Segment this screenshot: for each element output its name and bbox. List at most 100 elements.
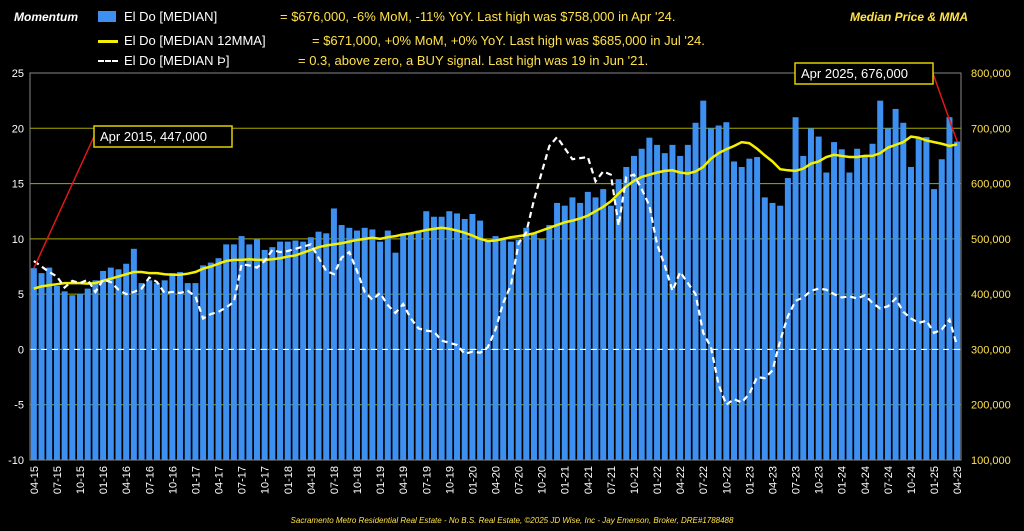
bar <box>684 144 691 460</box>
annotation-box <box>93 125 233 148</box>
bar <box>269 247 276 460</box>
x-tick-group: 07-17 <box>237 466 249 494</box>
x-tick-group: 07-15 <box>52 466 64 494</box>
bar <box>377 241 384 460</box>
bar <box>400 233 407 460</box>
x-tick: 10-16 <box>167 466 179 494</box>
bar <box>230 244 237 460</box>
bar <box>392 252 399 460</box>
x-tick-group: 10-15 <box>75 466 87 494</box>
x-tick: 04-16 <box>121 466 133 494</box>
bar <box>46 267 53 460</box>
x-tick-group: 07-16 <box>144 466 156 494</box>
x-tick: 04-19 <box>398 466 410 494</box>
bar <box>100 270 107 460</box>
x-tick: 04-20 <box>491 466 503 494</box>
bar <box>469 213 476 460</box>
x-tick: 01-17 <box>190 466 202 494</box>
bar <box>454 213 461 460</box>
bar <box>315 231 322 460</box>
x-tick: 10-19 <box>444 466 456 494</box>
x-tick-group: 04-23 <box>767 466 779 494</box>
annotation-label: Apr 2015, 447,000 <box>100 129 207 144</box>
x-tick-group: 01-19 <box>375 466 387 494</box>
bar <box>669 144 676 460</box>
bar <box>61 291 68 460</box>
bar <box>223 244 230 460</box>
bar <box>246 244 253 460</box>
x-tick-group: 10-22 <box>721 466 733 494</box>
x-tick: 01-21 <box>560 466 572 494</box>
bar <box>369 229 376 460</box>
annotation-pointer <box>932 73 958 142</box>
x-tick-group: 10-16 <box>167 466 179 494</box>
x-tick: 10-22 <box>721 466 733 494</box>
x-tick-group: 04-15 <box>29 466 41 494</box>
y-tick-left: -10 <box>8 455 24 467</box>
y-tick-left: 25 <box>12 68 24 80</box>
x-tick: 10-23 <box>814 466 826 494</box>
bar <box>623 166 630 460</box>
x-tick: 04-21 <box>583 466 595 494</box>
y-tick-left: -5 <box>14 400 24 412</box>
x-tick-group: 07-20 <box>514 466 526 494</box>
bar <box>907 166 914 460</box>
bar <box>715 125 722 461</box>
x-tick: 07-17 <box>237 466 249 494</box>
bar <box>461 218 468 460</box>
x-tick: 10-24 <box>906 466 918 494</box>
bar <box>630 155 637 460</box>
bar <box>784 178 791 461</box>
bar <box>638 148 645 460</box>
legend-desc-momentum: = 0.3, above zero, a BUY signal. Last hi… <box>298 53 649 68</box>
x-tick: 10-15 <box>75 466 87 494</box>
bar <box>177 272 184 460</box>
bar <box>292 240 299 460</box>
bar <box>931 189 938 460</box>
bar <box>53 285 60 460</box>
bar <box>407 233 414 460</box>
bar <box>338 225 345 460</box>
x-tick-group: 07-18 <box>329 466 341 494</box>
x-tick: 10-17 <box>260 466 272 494</box>
bar <box>330 208 337 460</box>
x-tick: 07-18 <box>329 466 341 494</box>
x-tick-group: 01-22 <box>652 466 664 494</box>
y-tick-right: 500,000 <box>971 234 1011 246</box>
x-tick: 07-15 <box>52 466 64 494</box>
y-tick-right: 800,000 <box>971 68 1011 80</box>
x-tick: 04-18 <box>306 466 318 494</box>
bar <box>123 263 130 460</box>
bar <box>723 122 730 460</box>
legend-label-momentum: El Do [MEDIAN Þ] <box>124 53 230 68</box>
bar <box>892 108 899 460</box>
bar <box>146 280 153 460</box>
bar <box>130 248 137 460</box>
bar <box>661 153 668 460</box>
bar <box>592 197 599 460</box>
bar <box>284 241 291 460</box>
y-tick-right: 600,000 <box>971 179 1011 191</box>
bar <box>384 230 391 460</box>
x-tick-group: 07-21 <box>606 466 618 494</box>
x-tick-group: 04-17 <box>214 466 226 494</box>
bar <box>823 172 830 460</box>
bar <box>731 161 738 460</box>
bar <box>161 280 168 460</box>
bar <box>861 155 868 460</box>
y-tick-left: 20 <box>12 123 24 135</box>
x-tick: 07-16 <box>144 466 156 494</box>
bar <box>184 283 191 460</box>
x-tick: 07-20 <box>514 466 526 494</box>
legend-label-median: El Do [MEDIAN] <box>124 9 218 24</box>
bar <box>569 197 576 460</box>
bar <box>677 155 684 460</box>
x-tick: 10-18 <box>352 466 364 494</box>
x-tick: 01-16 <box>98 466 110 494</box>
bar <box>738 166 745 460</box>
x-tick: 04-15 <box>29 466 41 494</box>
bar <box>253 238 260 460</box>
bar <box>654 144 661 460</box>
bar <box>807 128 814 461</box>
x-tick: 04-17 <box>214 466 226 494</box>
